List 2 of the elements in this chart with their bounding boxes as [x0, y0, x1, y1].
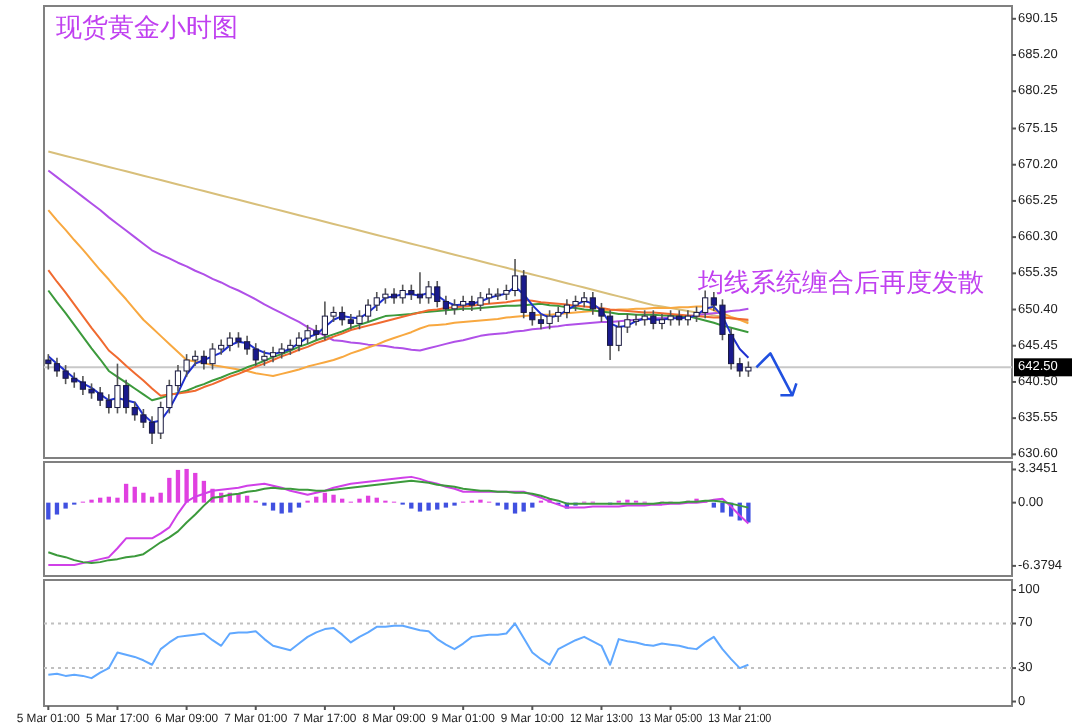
annotation: 均线系统缠合后再度发散 — [696, 266, 984, 299]
chart-title: 现货黄金小时图 — [56, 14, 238, 44]
